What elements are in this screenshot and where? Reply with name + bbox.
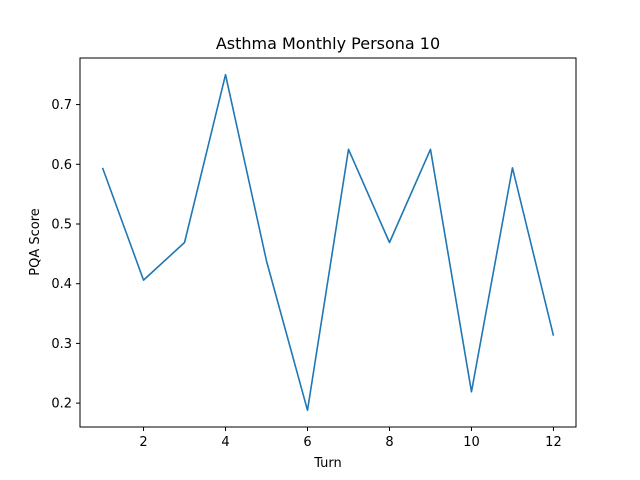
axes-frame	[79, 57, 577, 428]
y-tick-label: 0.5	[51, 217, 72, 232]
y-tick-label: 0.3	[51, 337, 72, 352]
y-axis: 0.2 0.3 0.4 0.5 0.6 0.7	[51, 98, 80, 412]
x-tick-label: 4	[221, 435, 229, 450]
y-tick-label: 0.6	[51, 158, 72, 173]
y-tick-label: 0.2	[51, 397, 72, 412]
y-axis-label: PQA Score	[28, 208, 43, 276]
x-tick-label: 6	[303, 435, 311, 450]
chart-title: Asthma Monthly Persona 10	[216, 34, 440, 53]
x-axis-label: Turn	[313, 456, 342, 471]
x-tick-label: 2	[139, 435, 147, 450]
plot-area	[101, 73, 555, 412]
x-axis: 2 4 6 8 10 12	[139, 427, 562, 450]
x-tick-label: 8	[385, 435, 393, 450]
x-tick-label: 10	[463, 435, 480, 450]
series-line-0	[101, 73, 555, 412]
y-tick-label: 0.7	[51, 98, 72, 113]
y-tick-label: 0.4	[51, 277, 72, 292]
x-tick-label: 12	[545, 435, 562, 450]
